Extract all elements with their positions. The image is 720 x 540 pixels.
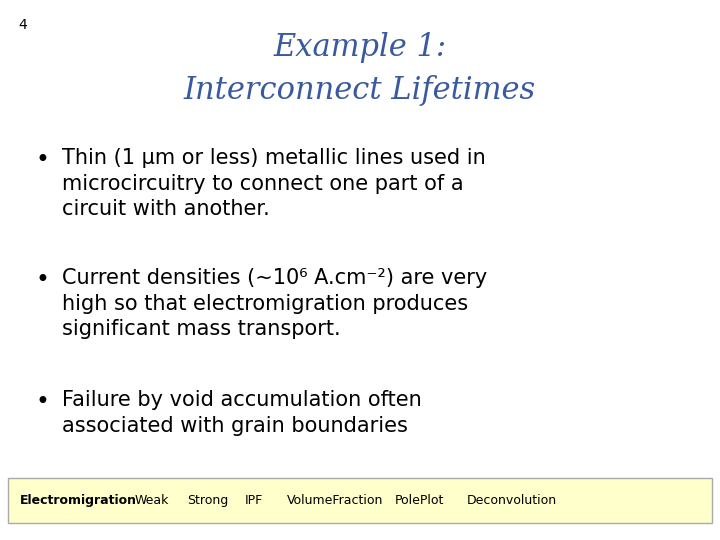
Text: Failure by void accumulation often
associated with grain boundaries: Failure by void accumulation often assoc… xyxy=(62,390,422,436)
Text: 4: 4 xyxy=(18,18,27,32)
Text: •: • xyxy=(35,390,49,414)
Text: Current densities (~10⁶ A.cm⁻²) are very
high so that electromigration produces
: Current densities (~10⁶ A.cm⁻²) are very… xyxy=(62,268,487,339)
Text: Weak: Weak xyxy=(135,494,169,507)
Text: Example 1:: Example 1: xyxy=(274,32,446,63)
Text: •: • xyxy=(35,268,49,292)
FancyBboxPatch shape xyxy=(8,478,712,523)
Text: VolumeFraction: VolumeFraction xyxy=(287,494,383,507)
Text: Interconnect Lifetimes: Interconnect Lifetimes xyxy=(184,75,536,106)
Text: Electromigration: Electromigration xyxy=(20,494,137,507)
Text: Strong: Strong xyxy=(187,494,228,507)
Text: Thin (1 μm or less) metallic lines used in
microcircuitry to connect one part of: Thin (1 μm or less) metallic lines used … xyxy=(62,148,486,219)
Text: IPF: IPF xyxy=(245,494,264,507)
Text: •: • xyxy=(35,148,49,172)
Text: PolePlot: PolePlot xyxy=(395,494,444,507)
Text: Deconvolution: Deconvolution xyxy=(467,494,557,507)
